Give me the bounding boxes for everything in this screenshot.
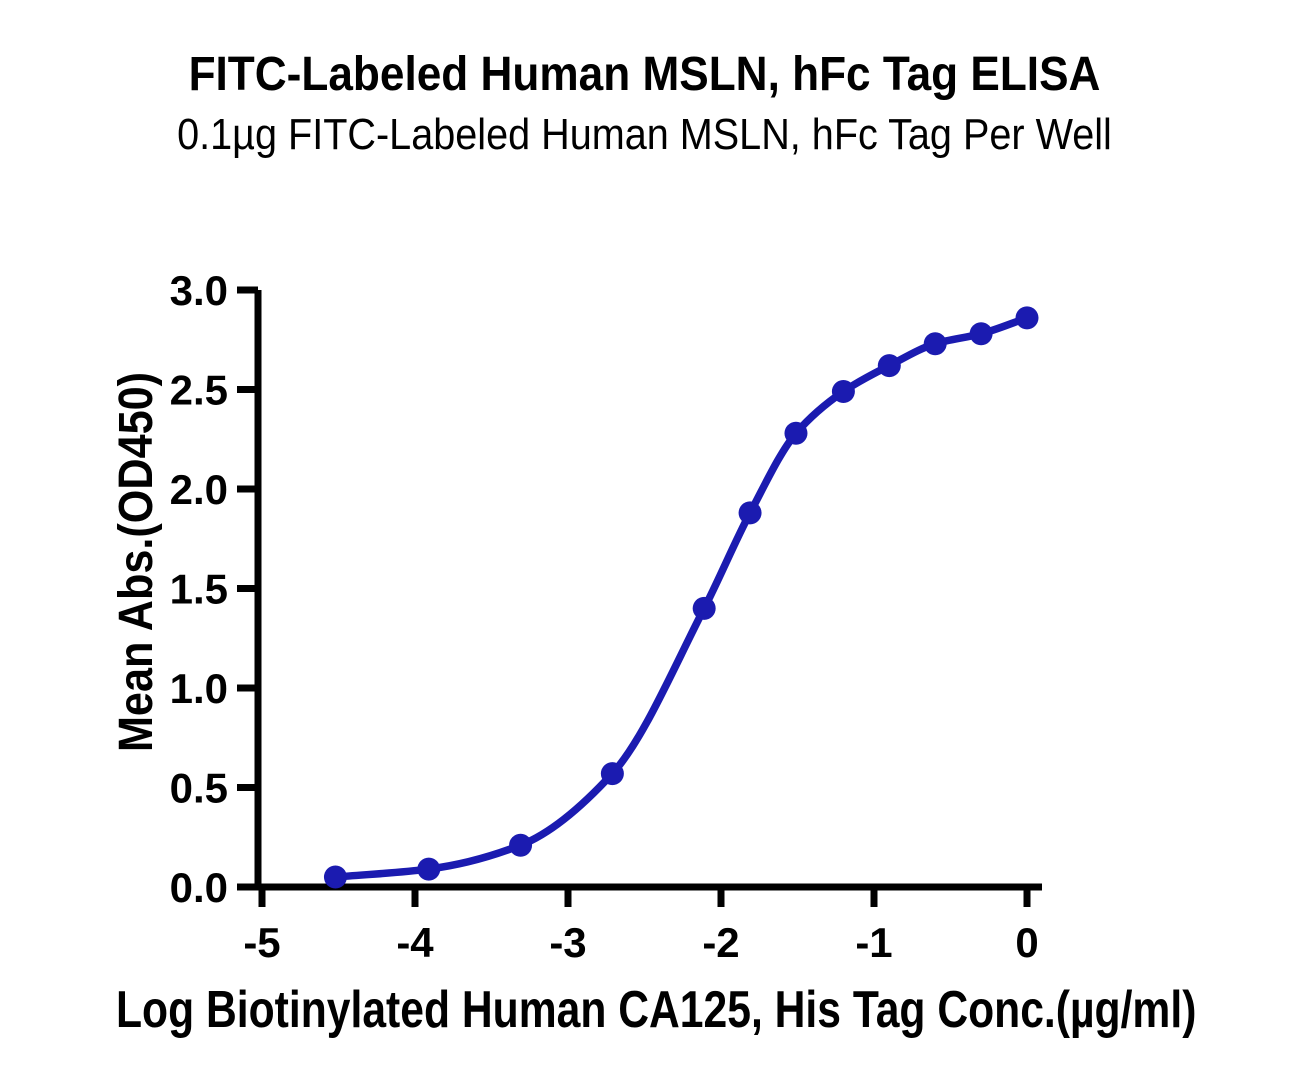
y-tick-label: 0.5 (170, 765, 228, 812)
axis-line (252, 290, 1042, 891)
y-tick-label: 0.0 (170, 864, 228, 911)
x-tick-label: -4 (396, 919, 434, 966)
chart-title: FITC-Labeled Human MSLN, hFc Tag ELISA (188, 48, 1101, 101)
x-tick-label: 0 (1015, 919, 1038, 966)
x-tick-label: -2 (702, 919, 739, 966)
data-point (692, 596, 716, 620)
data-point (969, 322, 993, 346)
y-tick-label: 1.5 (170, 566, 228, 613)
data-point (1015, 306, 1039, 330)
data-point (600, 762, 624, 786)
x-axis-label: Log Biotinylated Human CA125, His Tag Co… (116, 981, 1197, 1039)
data-point (784, 421, 808, 445)
x-tick-label: -3 (549, 919, 586, 966)
y-tick-label: 3.0 (170, 267, 228, 314)
fit-curve (331, 314, 1031, 881)
y-tick-label: 2.0 (170, 466, 228, 513)
y-tick-label: 2.5 (170, 367, 228, 414)
data-point (738, 501, 762, 525)
data-point (923, 332, 947, 356)
data-point (323, 865, 347, 889)
data-point (831, 379, 855, 403)
x-tick-label: -5 (243, 919, 280, 966)
data-point (877, 354, 901, 378)
chart-subtitle: 0.1µg FITC-Labeled Human MSLN, hFc Tag P… (177, 110, 1112, 159)
y-tick-label: 1.0 (170, 665, 228, 712)
data-point (509, 833, 533, 857)
x-tick-label: -1 (855, 919, 892, 966)
data-point (417, 857, 441, 881)
